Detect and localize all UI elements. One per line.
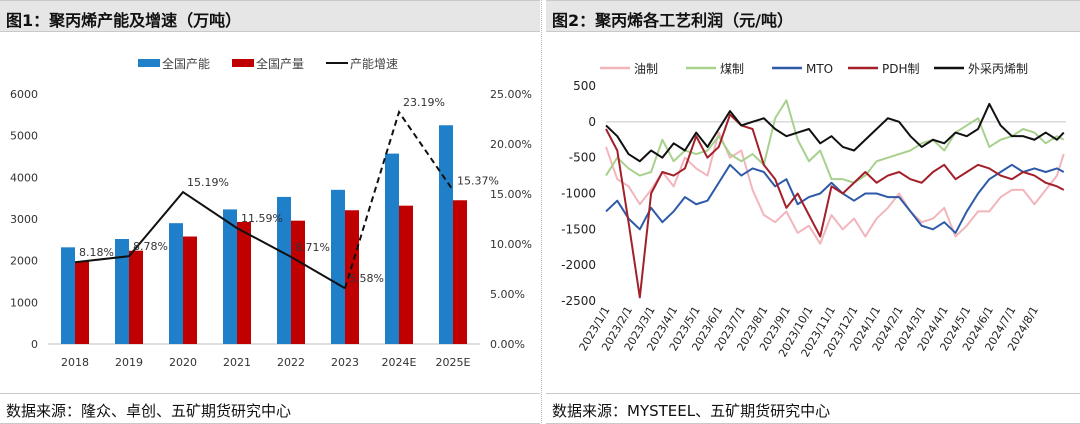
x-category-label: 2019 [115,356,143,369]
capacity-bar [61,247,75,344]
y-tick-label: -2500 [561,294,596,308]
capacity-bar [277,196,291,344]
profit-chart-panel: 图2：聚丙烯各工艺利润（元/吨） 油制 煤制 MTO PDH制 外采丙烯制 500 0 -5… [546,0,1080,424]
left-y-tick-label: 3000 [10,213,38,226]
legend-label: PDH制 [882,62,920,76]
capacity-bar [169,223,183,344]
capacity-bar [439,125,453,344]
y-tick-label: -2000 [561,258,596,272]
right-y-tick-label: 20.00% [490,138,532,151]
x-axis-labels: 2023/1/12023/2/12023/3/12023/4/12023/5/1… [577,304,1041,359]
x-axis-labels: 2018 2019 2020 2021 2022 2023 2024E 2025E [61,356,471,369]
y-tick-label: -1500 [561,222,596,236]
chart-legend: 油制 煤制 MTO PDH制 外采丙烯制 [600,62,1028,76]
right-y-axis: 0.00% 5.00% 10.00% 15.00% 20.00% 25.00% [490,88,532,351]
right-y-tick-label: 0.00% [490,338,525,351]
bar-series [61,125,467,344]
left-y-tick-label: 1000 [10,296,38,309]
left-y-tick-label: 6000 [10,88,38,101]
y-axis: 500 0 -500 -1000 -1500 -2000 -2500 [561,79,596,308]
legend-swatch [138,59,160,67]
capacity-bar [385,153,399,344]
source-note: 数据来源：隆众、卓创、五矿期货研究中心 [6,402,292,420]
x-category-label: 2021 [223,356,251,369]
source-note-bar: 数据来源：隆众、卓创、五矿期货研究中心 [0,393,540,424]
profit-line-series [605,99,1065,299]
capacity-bar [223,209,237,344]
chart-title: 图2：聚丙烯各工艺利润（元/吨） [552,11,793,30]
legend-swatch [232,59,254,67]
legend-label: 煤制 [720,62,744,76]
left-y-axis: 0 1000 2000 3000 4000 5000 6000 [10,88,38,351]
growth-data-labels: 8.18% 8.78% 15.19% 11.59% 8.71% 5.58% 23.19% 15… [79,96,499,285]
growth-data-label: 8.78% [133,240,168,253]
growth-line-series [74,109,454,290]
output-bar [237,221,251,344]
x-category-label: 2022 [277,356,305,369]
growth-line-dashed [344,109,454,289]
pdh-process-line [605,113,1065,299]
mto-process-line [605,163,1065,234]
legend-label: 油制 [634,62,658,76]
capacity-growth-chart: 全国产能 全国产量 产能增速 0 1000 2000 3000 4000 5000 6000 0… [10,56,532,369]
output-bar [129,250,143,344]
capacity-chart-panel: 图1：聚丙烯产能及增速（万吨） 全国产能 全国产量 产能增速 0 1000 2000 30… [0,0,540,424]
right-y-tick-label: 15.00% [490,188,532,201]
oil-process-line [605,131,1065,245]
y-tick-label: 0 [588,115,596,129]
right-y-tick-label: 5.00% [490,288,525,301]
growth-data-label: 5.58% [349,272,384,285]
left-y-tick-label: 4000 [10,171,38,184]
right-y-tick-label: 10.00% [490,238,532,251]
output-bar [75,261,89,344]
chart-title: 图1：聚丙烯产能及增速（万吨） [6,11,242,30]
coal-process-line [605,99,1065,184]
y-tick-label: -1000 [561,187,596,201]
output-bar [183,236,197,344]
capacity-bar [115,239,129,344]
y-tick-label: 500 [573,79,596,93]
output-bar [399,205,413,344]
x-category-label: 2024E [382,356,417,369]
output-bar [291,220,305,344]
chart-legend: 全国产能 全国产量 产能增速 [138,56,398,71]
growth-line-solid [74,190,346,290]
legend-label: 全国产能 [162,56,210,71]
legend-label: 全国产量 [256,56,304,71]
growth-data-label: 11.59% [241,212,283,225]
growth-data-label: 8.71% [295,241,330,254]
growth-data-label: 23.19% [403,96,445,109]
legend-label: 外采丙烯制 [968,62,1028,76]
right-y-tick-label: 25.00% [490,88,532,101]
x-category-label: 2020 [169,356,197,369]
source-note-bar: 数据来源：MYSTEEL、五矿期货研究中心 [546,393,1080,424]
left-y-tick-label: 2000 [10,255,38,268]
output-bar [453,200,467,344]
x-category-label: 2025E [436,356,471,369]
x-category-label: 2023 [331,356,359,369]
left-y-tick-label: 0 [31,338,38,351]
panel-divider [541,0,546,423]
chart-title-bar: 图1：聚丙烯产能及增速（万吨） [0,0,540,32]
x-category-label: 2018 [61,356,89,369]
growth-data-label: 15.19% [187,176,229,189]
legend-label: MTO [806,62,833,76]
outsource-propylene-line [605,102,1065,163]
growth-data-label: 8.18% [79,246,114,259]
legend-label: 产能增速 [350,57,398,71]
left-y-tick-label: 5000 [10,130,38,143]
chart-title-bar: 图2：聚丙烯各工艺利润（元/吨） [546,0,1080,32]
source-note: 数据来源：MYSTEEL、五矿期货研究中心 [552,402,831,420]
growth-data-label: 15.37% [457,174,499,187]
output-bar [345,210,359,344]
process-profit-chart: 油制 煤制 MTO PDH制 外采丙烯制 500 0 -500 -1000 -1500 -2000… [561,62,1066,359]
y-tick-label: -500 [569,151,596,165]
capacity-bar [331,189,345,344]
